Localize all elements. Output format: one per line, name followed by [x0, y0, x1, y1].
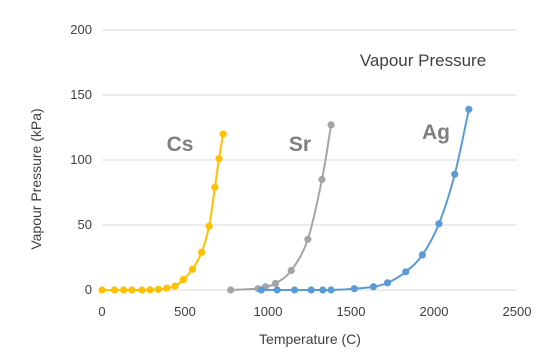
x-tick-label: 2000 — [420, 304, 449, 319]
series-sr — [227, 121, 335, 294]
data-point-ag — [307, 286, 315, 294]
data-point-sr — [287, 266, 295, 275]
data-point-cs — [119, 286, 128, 294]
data-point-cs — [138, 286, 146, 294]
y-tick-label: 50 — [78, 217, 92, 232]
series-label-ag: Ag — [422, 121, 450, 144]
data-point-cs — [98, 286, 106, 294]
data-point-cs — [146, 286, 154, 294]
data-point-ag — [327, 286, 335, 294]
y-axis-title: Vapour Pressure (kPa) — [28, 108, 44, 249]
data-point-ag — [290, 286, 299, 294]
data-point-ag — [319, 286, 327, 294]
data-point-sr — [227, 286, 235, 294]
data-point-ag — [257, 286, 265, 294]
series-layer — [98, 105, 473, 294]
data-point-cs — [215, 155, 223, 163]
data-point-sr — [271, 279, 280, 288]
data-point-ag — [383, 279, 392, 287]
series-label-cs: Cs — [167, 133, 194, 156]
data-point-cs — [211, 183, 219, 191]
data-point-cs — [128, 286, 136, 294]
y-tick-label: 150 — [70, 87, 92, 102]
y-axis-ticks: 0 50 100 150 200 — [70, 22, 92, 297]
x-tick-label: 2500 — [503, 304, 532, 319]
series-cs — [98, 130, 227, 294]
data-point-cs — [205, 222, 213, 230]
chart-title: Vapour Pressure — [360, 51, 486, 70]
x-tick-label: 0 — [98, 304, 105, 319]
data-point-cs — [171, 282, 179, 290]
x-tick-label: 500 — [174, 304, 196, 319]
x-axis-title: Temperature (C) — [259, 331, 361, 347]
data-point-ag — [435, 220, 443, 228]
data-point-ag — [418, 251, 426, 259]
data-point-cs — [154, 285, 163, 293]
data-point-cs — [179, 276, 187, 284]
series-label-sr: Sr — [289, 133, 311, 156]
y-tick-label: 200 — [70, 22, 92, 37]
data-point-ag — [273, 286, 281, 294]
series-line-cs — [102, 133, 225, 292]
series-ag — [257, 105, 473, 294]
data-point-cs — [188, 265, 197, 273]
data-point-ag — [369, 283, 378, 291]
data-point-sr — [327, 121, 335, 129]
data-point-sr — [304, 235, 312, 243]
y-tick-label: 100 — [70, 152, 92, 167]
data-point-cs — [198, 248, 206, 256]
data-point-ag — [451, 170, 459, 178]
x-axis-ticks: 0 500 1000 1500 2000 2500 — [98, 304, 531, 319]
series-line-sr — [230, 124, 333, 291]
data-point-ag — [350, 285, 358, 293]
y-tick-label: 0 — [85, 282, 92, 297]
x-tick-label: 1000 — [254, 304, 283, 319]
data-point-cs — [110, 286, 119, 294]
data-point-sr — [318, 175, 326, 184]
data-point-cs — [219, 130, 227, 138]
x-tick-label: 1500 — [337, 304, 366, 319]
data-point-ag — [465, 105, 473, 113]
data-point-ag — [402, 268, 410, 276]
data-point-cs — [163, 284, 171, 292]
gridlines — [102, 29, 517, 291]
